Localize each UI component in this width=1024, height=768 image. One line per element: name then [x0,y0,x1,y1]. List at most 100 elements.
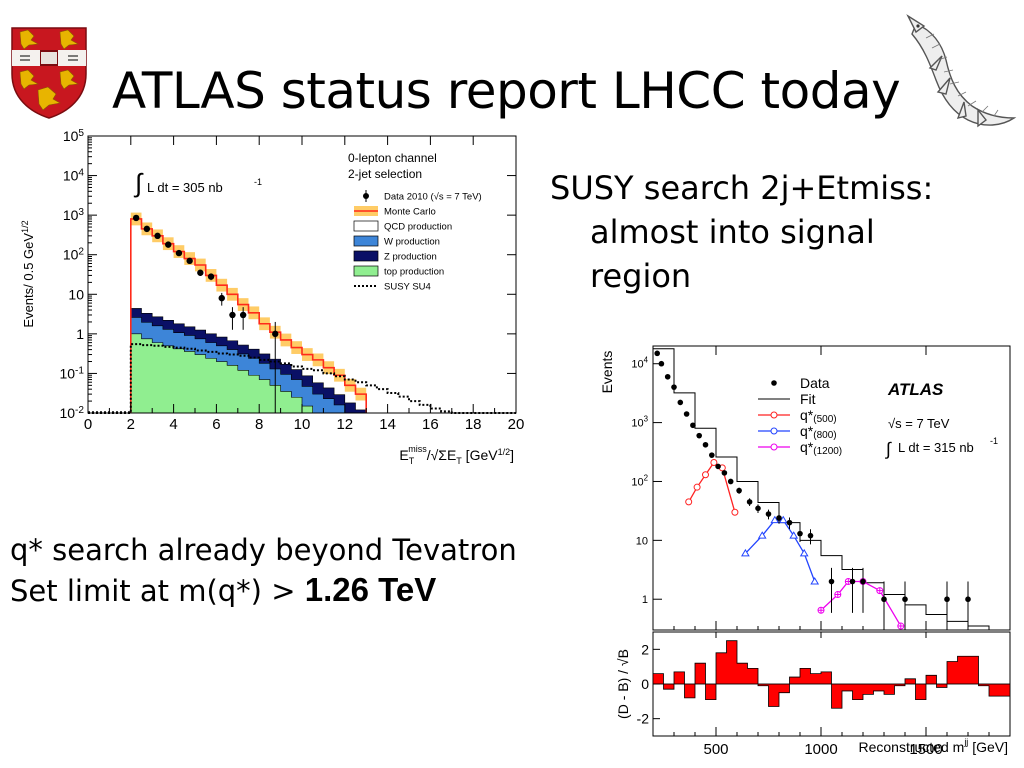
data-point [702,441,709,448]
y-tick-label: 10 [636,535,648,547]
legend-label: Fit [800,391,816,407]
signal-marker [770,515,780,524]
atlas-label: ATLAS [887,380,944,399]
qstar-limit-label: Set limit at m(q*) > [10,574,305,608]
y-tick-label: 1 [76,326,84,342]
susy-line-2: almost into signal [590,213,875,251]
qstar-limit-value: 1.26 TeV [304,571,437,608]
residual-histogram [652,640,1011,709]
signal-marker [693,483,701,491]
legend-label: SUSY SU4 [384,282,431,293]
susy-su4-histogram [88,343,516,414]
legend-data-marker [771,380,777,386]
data-point [721,470,728,476]
top-production-histogram [130,333,367,414]
legend-label: Data [800,375,830,391]
data-point [715,463,721,470]
annotation-luminosity: L dt = 305 nb [147,180,223,195]
signal-marker [710,458,718,466]
annotation-luminosity: L dt = 315 nb [898,440,974,455]
signal-marker [810,577,820,585]
data-point [709,452,715,458]
data-point [654,350,660,357]
cambridge-crest-logo [11,27,87,119]
data-point [683,411,690,417]
data-point [786,519,793,526]
legend-signal-marker [770,427,778,435]
residual-y-tick-label: 2 [641,641,649,657]
susy-line-1: SUSY search 2j+Etmiss: [550,169,934,207]
legend-label: top production [384,267,444,278]
data-point [229,311,236,319]
annotation-selection: 2-jet selection [348,167,422,181]
data-point [696,432,702,439]
data-point [746,499,753,505]
legend-label: q*(500) [800,407,837,425]
y-tick-label: 105 [63,128,85,144]
x-tick-label: 14 [379,416,396,433]
data-point [132,214,140,222]
susy-etmiss-plot: 0 2 4 6 8 10 12 14 16 18 20 10-2 10-1 1 10 102 103 104 105… [20,128,525,466]
x-tick-label: 8 [255,416,263,433]
legend-label: q*(1200) [800,439,842,457]
crocodile-logo [906,14,1017,128]
data-point [807,532,814,539]
y-tick-label: 10-1 [59,365,84,381]
legend-label: Monte Carlo [384,207,436,218]
data-point [902,596,908,603]
susy-search-text: SUSY search 2j+Etmiss: almost into signa… [550,166,1010,298]
y-axis-label: Events [599,351,615,394]
data-point [755,505,761,512]
legend-signal-marker [770,443,778,451]
residual-y-tick-label: -2 [637,711,650,727]
data-point [143,225,151,233]
legend-swatch [353,250,379,262]
y-axis-label: Events/ 0.5 GeV1/2 [20,220,36,327]
data-point [776,515,782,521]
main-panel-frame [652,345,1011,631]
legend-swatch [353,235,379,247]
data-point [677,399,684,406]
integral-sign: ∫ [884,439,892,459]
data-point [218,294,225,302]
legend-label: Data 2010 (√s = 7 TeV) [384,192,482,203]
x-tick-label: 1000 [804,741,837,758]
annotation-energy: √s = 7 TeV [888,416,950,431]
qstar-search-text: q* search already beyond Tevatron Set li… [10,530,590,611]
legend-swatch [353,265,379,277]
data-point [207,273,215,280]
data-point [664,373,671,380]
data-point [881,596,887,603]
x-tick-label: 500 [703,741,728,758]
x-axis-label: ETmiss/√ΣET [GeV1/2] [399,444,514,466]
qstar-line-1: q* search already beyond Tevatron [10,533,517,567]
y-tick-label: 10 [68,286,84,302]
data-point [671,384,677,390]
x-tick-label: 1500 [909,741,942,758]
data-point [186,257,193,265]
data-point [165,241,172,248]
x-tick-label: 2 [127,416,135,433]
y-tick-label: 103 [631,415,648,430]
signal-marker [789,531,799,539]
dijet-mass-plot: 2 0 -2 (D - B) / √B 500 1000 1500 1 10 102 103 104 E… [599,345,1011,758]
data-point [727,478,734,485]
x-tick-label: 20 [508,416,525,433]
x-axis-label: Reconstructed mjj [GeV] [858,737,1008,755]
signal-marker [876,587,883,594]
legend-label: Z production [384,252,437,263]
data-point [860,578,866,585]
signal-marker [799,548,809,557]
legend-label: q*(800) [800,423,837,441]
qstar-line-2: Set limit at m(q*) > 1.26 TeV [10,570,590,611]
x-tick-label: 6 [212,416,220,433]
data-point [965,596,971,603]
data-point [175,249,183,257]
data-point [690,422,696,429]
y-tick-label: 104 [63,168,85,184]
x-tick-label: 4 [169,416,177,433]
data-point [849,578,856,585]
residual-y-axis-label: (D - B) / √B [615,649,631,719]
slide-title: ATLAS status report LHCC today [112,62,901,120]
signal-marker [741,548,750,557]
